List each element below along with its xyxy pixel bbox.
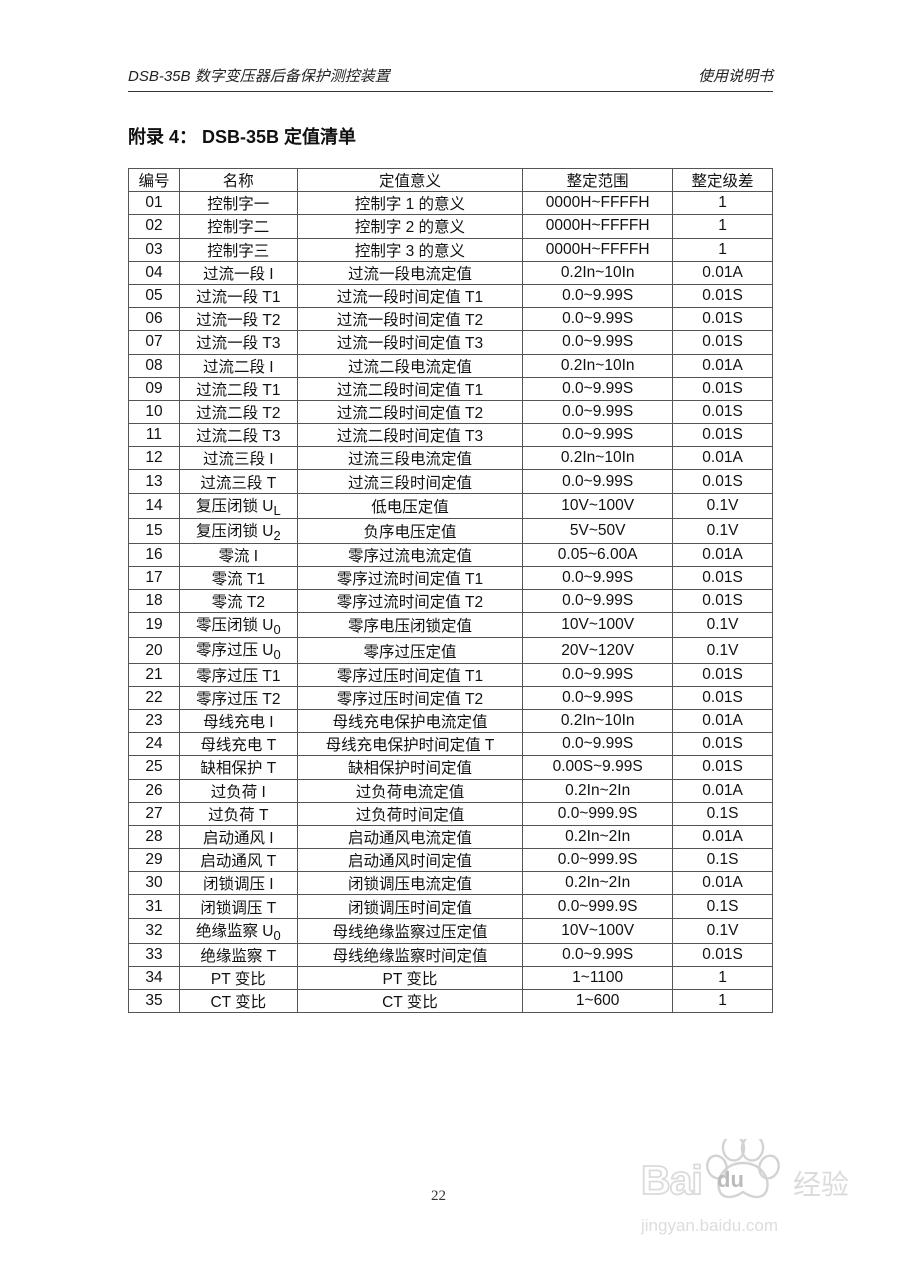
svg-text:经验: 经验 [793,1169,849,1200]
svg-text:Bai: Bai [641,1157,702,1203]
svg-text:du: du [717,1167,744,1192]
svg-text:jingyan.baidu.com: jingyan.baidu.com [641,1216,778,1235]
